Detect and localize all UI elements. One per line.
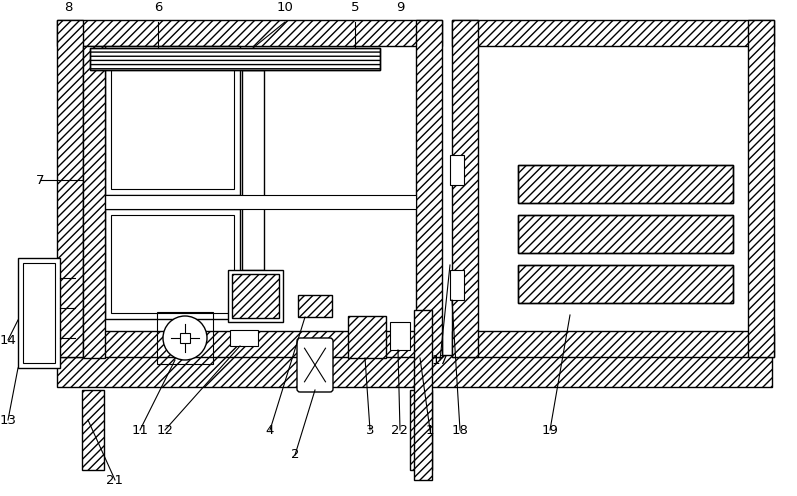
Text: 18: 18 [452,424,469,436]
Text: 19: 19 [542,424,559,436]
Bar [518,165,733,203]
Bar [90,48,380,70]
Bar [410,390,432,470]
Bar [83,46,105,358]
Bar [478,46,748,331]
FancyBboxPatch shape [297,338,333,392]
Bar [452,331,774,357]
Bar [105,209,240,319]
Bar [298,295,332,317]
Bar [518,165,733,203]
Bar [57,331,442,357]
Text: 10: 10 [277,1,293,14]
Text: 2: 2 [291,448,299,461]
Bar [518,215,733,253]
Bar [82,390,104,470]
Bar [452,20,774,46]
Bar [450,270,464,300]
Bar [748,20,774,357]
Bar [157,312,213,364]
Text: 21: 21 [107,474,124,487]
Bar [111,52,234,189]
Text: 8: 8 [64,1,73,14]
Bar [23,263,55,363]
Bar [111,215,234,313]
Text: 12: 12 [156,424,174,436]
Bar [230,330,258,346]
Bar [414,310,432,480]
Text: 7: 7 [36,174,45,186]
Text: 14: 14 [0,333,17,347]
Bar [105,46,240,195]
Bar [390,322,410,350]
Bar [348,316,386,358]
Bar [452,20,478,357]
Bar [232,274,279,318]
Bar [180,333,190,343]
Bar [518,265,733,303]
Bar [57,355,772,387]
Text: 22: 22 [391,424,409,436]
Circle shape [163,316,207,360]
Text: 13: 13 [0,414,17,427]
Text: 1: 1 [426,424,434,436]
Bar [450,155,464,185]
Bar [518,265,733,303]
Text: 17: 17 [431,354,449,367]
Bar [83,195,416,209]
Bar [83,46,416,331]
Text: 11: 11 [132,424,148,436]
Bar [57,20,83,357]
Text: 4: 4 [266,424,274,436]
Text: 9: 9 [396,1,404,14]
Bar [18,258,60,368]
Text: 3: 3 [366,424,375,436]
Text: 5: 5 [351,1,359,14]
Bar [242,70,264,270]
Bar [57,20,442,46]
Text: 6: 6 [154,1,162,14]
Bar [90,48,380,70]
Bar [518,215,733,253]
Bar [416,20,442,357]
Bar [228,270,283,322]
